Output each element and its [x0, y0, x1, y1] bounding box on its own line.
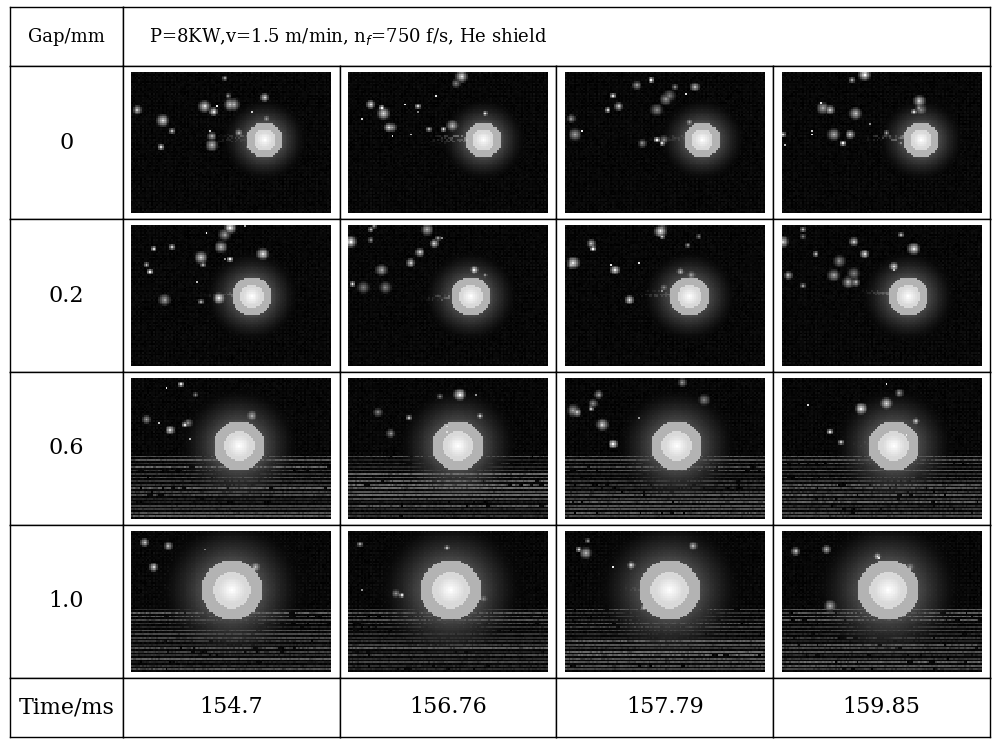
Text: 154.7: 154.7 [199, 696, 263, 718]
Text: 0.6: 0.6 [49, 437, 84, 460]
Text: 157.79: 157.79 [626, 696, 704, 718]
Text: 0.2: 0.2 [49, 284, 84, 307]
Text: Time/ms: Time/ms [18, 696, 114, 718]
Text: 1.0: 1.0 [49, 590, 84, 612]
Text: Gap/mm: Gap/mm [28, 28, 105, 46]
Text: 156.76: 156.76 [409, 696, 487, 718]
Text: 0: 0 [59, 132, 74, 154]
Text: P=8KW,v=1.5 m/min, n$_f$=750 f/s, He shield: P=8KW,v=1.5 m/min, n$_f$=750 f/s, He shi… [149, 26, 547, 48]
Text: 159.85: 159.85 [843, 696, 921, 718]
